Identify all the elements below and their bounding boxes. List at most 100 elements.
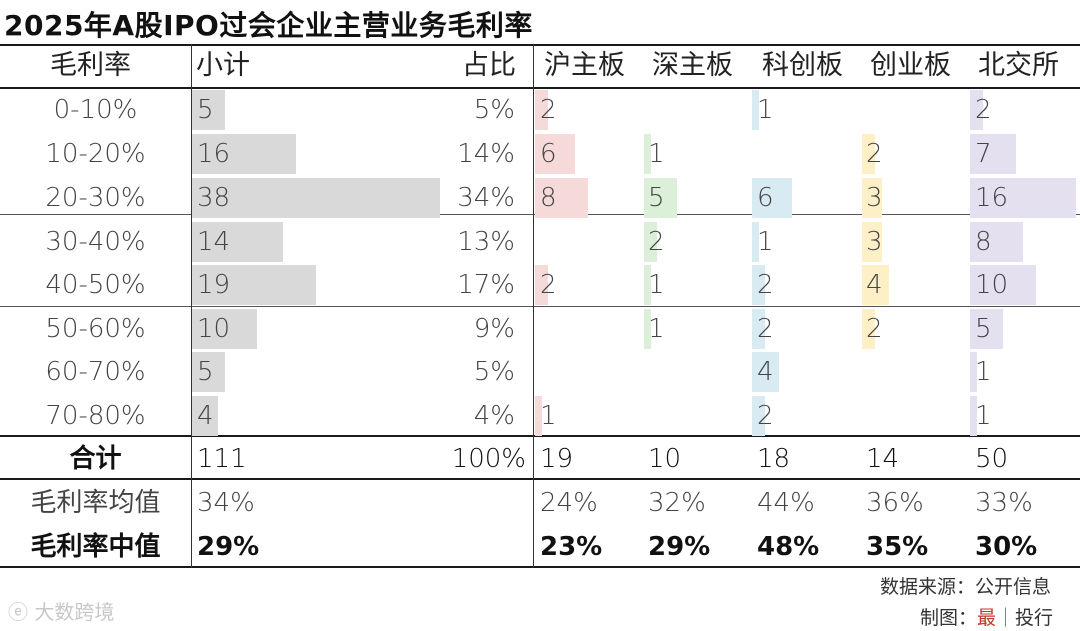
watermark-text: 大数跨境 (34, 600, 115, 624)
sum-rule-bottom (0, 478, 1080, 480)
sum-board-kc: 18 (757, 444, 791, 474)
table-bottom-rule (0, 566, 1080, 568)
header-board-kc: 科创板 (762, 50, 843, 81)
row-board-sz: 2 (648, 227, 665, 257)
divider-board-cols (533, 44, 534, 568)
row-board-bj: 5 (975, 314, 992, 344)
watermark-icon: ⓔ (8, 600, 28, 624)
header-rule (0, 87, 1080, 89)
bar-board-bj (970, 352, 977, 392)
row-share: 5% (473, 95, 515, 125)
maker-suffix: 投行 (1015, 607, 1054, 629)
maker-brand-mark: 最｜ (977, 607, 1016, 629)
row-label: 70-80% (45, 401, 146, 431)
row-share: 13% (457, 227, 515, 257)
header-board-sz: 深主板 (652, 50, 733, 81)
row-board-kc: 1 (757, 95, 774, 125)
bar-subtotal (192, 352, 225, 392)
header-board-cy: 创业板 (870, 50, 951, 81)
bar-subtotal (192, 90, 225, 130)
row-board-cy: 2 (866, 139, 883, 169)
bar-subtotal (192, 134, 296, 174)
bar-subtotal (192, 396, 218, 436)
bar-board-cy (862, 178, 882, 218)
row-subtotal: 19 (197, 270, 231, 300)
row-board-kc: 4 (757, 357, 774, 387)
sum-board-cy: 14 (866, 444, 900, 474)
header-subtotal: 小计 (196, 50, 250, 81)
row-board-kc: 2 (757, 270, 774, 300)
bar-board-sz (644, 178, 677, 218)
row-label: 10-20% (45, 139, 146, 169)
row-board-bj: 2 (975, 95, 992, 125)
bar-board-bj (970, 178, 1076, 218)
gross-margin-table: 毛利率 小计 占比 沪主板 深主板 科创板 创业板 北交所 0-10% 5 5% 2 1… (0, 44, 1080, 569)
bar-board-sz (644, 134, 651, 174)
row-board-cy: 3 (866, 227, 883, 257)
sum-board-sz: 10 (648, 444, 682, 474)
row-label: 40-50% (45, 270, 146, 300)
row-board-sz: 5 (648, 183, 665, 213)
row-board-sh: 6 (540, 139, 557, 169)
bar-board-kc (752, 352, 779, 392)
row-board-kc: 1 (757, 227, 774, 257)
median-total: 29% (197, 532, 260, 562)
bar-subtotal (192, 265, 316, 305)
bar-board-cy (862, 309, 875, 349)
avg-board-kc: 44% (757, 488, 815, 518)
row-share: 5% (473, 357, 515, 387)
bar-board-bj (970, 90, 983, 130)
row-subtotal: 10 (197, 314, 231, 344)
avg-board-sz: 32% (648, 488, 706, 518)
sum-label: 合计 (69, 444, 122, 474)
bar-board-sh (535, 134, 575, 174)
row-board-bj: 8 (975, 227, 992, 257)
maker-credit: 制图：最｜投行 (920, 603, 1053, 630)
row-share: 34% (457, 183, 515, 213)
row-label: 50-60% (45, 314, 146, 344)
bar-board-bj (970, 134, 1016, 174)
bar-board-bj (970, 396, 977, 436)
row-board-sz: 1 (648, 314, 665, 344)
bar-board-cy (862, 134, 875, 174)
bar-board-sz (644, 222, 657, 262)
row-board-sh: 1 (540, 401, 557, 431)
sum-total: 111 (197, 444, 247, 474)
bar-board-sz (644, 309, 651, 349)
row-board-cy: 4 (866, 270, 883, 300)
bar-subtotal (192, 222, 283, 262)
sum-pct: 100% (451, 444, 526, 474)
row-board-sz: 1 (648, 139, 665, 169)
median-board-bj: 30% (975, 532, 1038, 562)
row-subtotal: 4 (197, 401, 214, 431)
median-board-cy: 35% (866, 532, 929, 562)
sum-board-bj: 50 (975, 444, 1009, 474)
row-share: 4% (473, 401, 515, 431)
row-label: 20-30% (45, 183, 146, 213)
row-share: 17% (457, 270, 515, 300)
row-board-bj: 1 (975, 357, 992, 387)
sum-board-sh: 19 (540, 444, 574, 474)
bar-subtotal (192, 178, 440, 218)
row-board-sz: 1 (648, 270, 665, 300)
bar-board-kc (752, 265, 765, 305)
row-board-kc: 6 (757, 183, 774, 213)
avg-total: 34% (197, 488, 255, 518)
bar-board-kc (752, 309, 765, 349)
row-board-cy: 2 (866, 314, 883, 344)
bar-board-kc (752, 90, 759, 130)
bar-board-kc (752, 222, 759, 262)
bar-board-sh (535, 90, 548, 130)
row-board-bj: 1 (975, 401, 992, 431)
chart-title: 2025年A股IPO过会企业主营业务毛利率 (4, 9, 533, 42)
avg-label: 毛利率均值 (30, 488, 161, 518)
row-board-bj: 7 (975, 139, 992, 169)
divider-label-col (191, 44, 192, 568)
sum-rule-top (0, 435, 1080, 437)
row-board-kc: 2 (757, 314, 774, 344)
bar-board-bj (970, 265, 1036, 305)
median-label: 毛利率中值 (30, 532, 161, 562)
bar-board-sh (535, 396, 542, 436)
row-share: 9% (473, 314, 515, 344)
bar-board-sh (535, 178, 588, 218)
